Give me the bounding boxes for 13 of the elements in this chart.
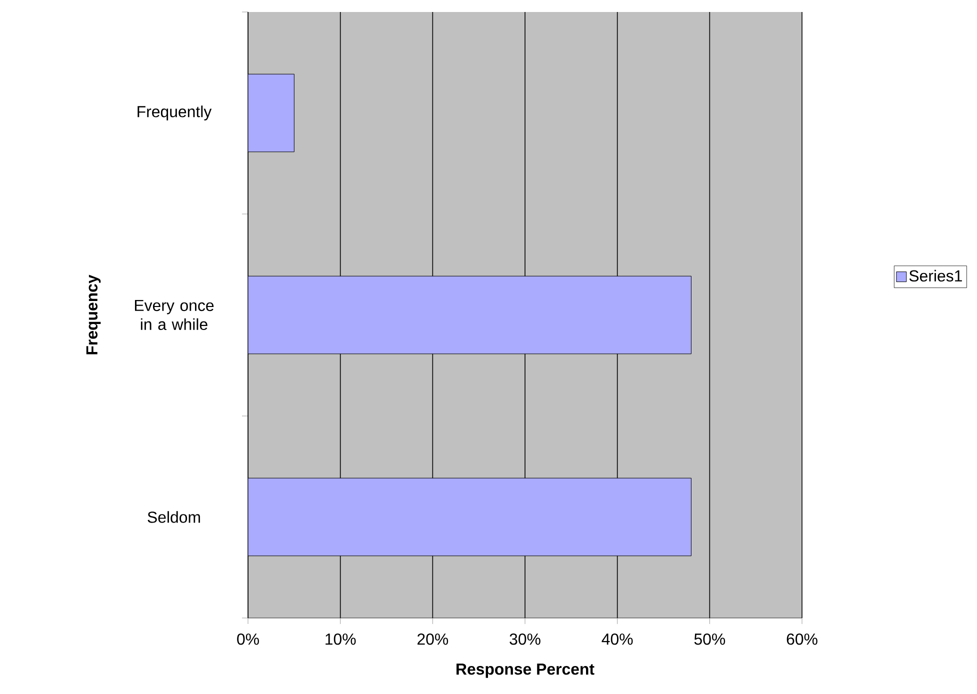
x-tick-label: 60% [786,634,818,645]
x-tick-label: 20% [418,634,448,645]
x-axis-title: Response Percent [456,664,594,678]
x-tick-label: 30% [510,634,540,645]
y-tick-label: Frequently [138,106,212,120]
x-tick-label: 10% [326,634,356,645]
x-tick-label: 50% [694,634,726,645]
y-tick-label: Every once in a while [134,300,214,330]
x-tick-label: 0% [237,634,259,645]
y-tick-label: Seldom [148,511,200,523]
y-axis-title: Frequency [86,274,101,354]
x-tick-label: 40% [602,634,633,645]
legend-label: Series1 [909,270,962,282]
